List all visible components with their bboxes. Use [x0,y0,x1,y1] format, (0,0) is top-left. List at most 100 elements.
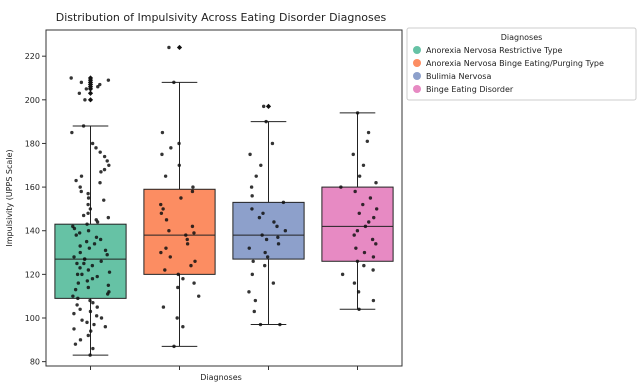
data-point [247,290,251,294]
legend-swatch [413,72,421,80]
data-point [249,185,254,189]
data-point [82,257,87,261]
boxes [54,44,394,370]
data-point [86,333,90,338]
data-point [78,185,82,189]
data-point [95,305,99,309]
data-point [191,185,195,189]
data-point [179,196,183,200]
data-point [253,298,258,303]
data-point [107,290,111,294]
data-point [94,314,99,318]
data-point [159,202,163,207]
data-point [89,329,93,333]
data-point [77,231,82,235]
data-point [374,181,378,185]
data-point [250,207,254,211]
data-point [357,211,361,215]
data-point [352,281,357,285]
legend-title: Diagnoses [501,33,543,42]
data-point [84,87,89,91]
data-point [164,246,168,250]
data-point [177,141,181,146]
data-point [252,309,256,314]
box-group [232,103,305,370]
data-point [81,124,86,128]
y-tick-label: 140 [25,227,40,236]
legend-swatch [413,59,421,67]
plot-area [45,29,403,367]
data-point [79,80,84,85]
data-point [107,163,111,167]
data-point [362,250,367,255]
y-tick-label: 220 [25,52,40,61]
data-point [99,170,103,174]
data-point [86,285,91,290]
outlier-point [176,44,183,51]
data-point [167,45,171,50]
data-point [281,200,286,205]
data-point [263,250,267,255]
data-point [92,242,97,246]
box-group [143,44,216,370]
data-point [361,163,366,167]
legend-label: Anorexia Nervosa Restrictive Type [426,46,563,55]
y-tick-label: 160 [25,183,40,192]
data-point [192,281,196,285]
data-point [74,233,78,237]
data-point [270,141,275,146]
data-point [366,130,371,135]
data-point [181,325,185,329]
data-point [94,218,98,222]
data-point [83,98,87,102]
data-point [86,229,91,233]
data-point [94,235,99,239]
data-point [160,130,165,135]
data-point [370,237,375,242]
data-point [86,191,90,196]
data-point [85,222,89,226]
data-point [159,250,163,255]
data-point [86,268,91,272]
legend-label: Anorexia Nervosa Binge Eating/Purging Ty… [426,59,604,68]
box-iqr [232,201,305,260]
data-point [357,174,362,178]
data-point [190,189,195,194]
legend: Diagnoses Anorexia Nervosa Restrictive Ty… [406,27,637,101]
data-point [90,141,95,146]
data-point [88,207,93,211]
data-point [362,263,366,268]
data-point [163,268,167,272]
data-point [161,305,166,309]
data-point [80,318,84,322]
legend-swatch [413,46,421,54]
data-point [81,213,86,218]
data-point [78,338,83,342]
box-iqr [321,186,394,262]
data-point [371,268,375,272]
data-point [355,229,360,233]
data-point [339,185,343,189]
data-point [82,261,86,266]
legend-box [406,27,637,101]
data-point [355,259,360,263]
data-point [91,301,95,305]
data-point [107,270,112,274]
data-point [184,233,188,237]
box-group [54,75,127,370]
data-point [72,327,76,331]
data-point [247,246,251,250]
outlier-point [87,75,94,81]
data-point [88,309,93,314]
data-point [276,235,280,239]
data-point [193,259,197,263]
data-point [69,76,73,80]
data-point [251,259,255,263]
data-point [79,174,84,178]
data-point [74,178,78,183]
legend-swatch [413,85,421,93]
data-point [175,316,179,320]
data-point [71,294,75,298]
data-point [92,322,96,327]
